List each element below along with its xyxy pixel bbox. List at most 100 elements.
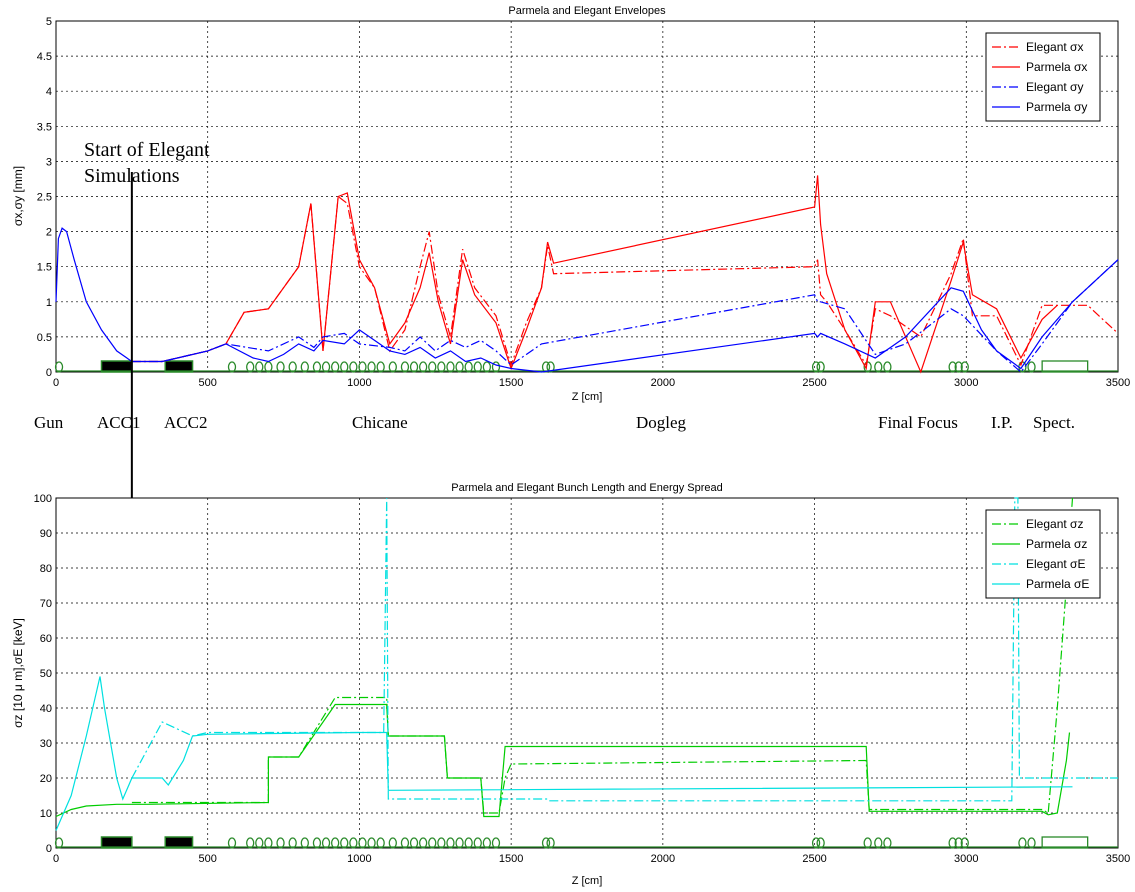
bunch-series xyxy=(55,497,1118,831)
envelope-x-tick-label: 3500 xyxy=(1106,377,1130,389)
bunch-quadrupole-marker xyxy=(883,837,892,849)
bunch-grid xyxy=(56,498,1118,848)
bunch-quadrupole-marker xyxy=(376,837,385,849)
envelope-y-tick-label: 0 xyxy=(46,367,52,379)
bunch-quadrupole-marker xyxy=(276,837,285,849)
envelope-x-tick-label: 1500 xyxy=(499,377,523,389)
bunch-quadrupole-marker xyxy=(464,837,473,849)
envelope-quadrupole-marker xyxy=(482,361,492,373)
bunch-series-2 xyxy=(131,497,1118,802)
envelope-x-tick-label: 3000 xyxy=(954,377,978,389)
bunch-quadrupole-marker xyxy=(349,837,358,849)
envelope-y-tick-label: 1 xyxy=(46,297,52,309)
bunch-quadrupole-marker xyxy=(409,837,419,849)
bunch-quadrupole-marker xyxy=(246,837,255,849)
bunch-y-tick-label: 0 xyxy=(46,843,52,855)
bunch-legend: Elegant σz Parmela σz Elegant σE Parmela σE xyxy=(985,509,1101,599)
envelope-y-tick-label: 4.5 xyxy=(37,51,52,63)
bunch-quadrupole-marker xyxy=(312,837,322,849)
bunch-spectrometer-block xyxy=(1041,836,1089,849)
section-labels: Gun ACC1 ACC2 Chicane Dogleg Final Focus… xyxy=(34,413,1075,432)
bunch-x-tick-label: 500 xyxy=(199,853,217,865)
envelope-quadrupole-marker xyxy=(874,361,883,373)
envelope-quadrupole-marker xyxy=(409,361,419,373)
bunch-quadrupole-marker xyxy=(811,837,821,849)
envelope-y-tick-label: 2 xyxy=(46,227,52,239)
section-label-acc2: ACC2 xyxy=(164,413,207,432)
bunch-legend-entry: Parmela σE xyxy=(1026,577,1089,591)
envelope-legend-entry: Elegant σy xyxy=(1026,80,1083,94)
bunch-y-tick-label: 60 xyxy=(40,633,52,645)
bunch-quadrupole-marker xyxy=(960,837,969,849)
bunch-quadrupole-marker xyxy=(482,837,492,849)
bunch-x-tick-label: 3500 xyxy=(1106,853,1130,865)
envelope-quadrupole-marker xyxy=(349,361,358,373)
envelope-quadrupole-marker xyxy=(437,361,446,373)
envelope-quadrupole-marker xyxy=(491,361,501,373)
bunch-quadrupole-marker xyxy=(491,837,501,849)
envelope-quadrupole-marker xyxy=(54,361,64,373)
section-label-gun: Gun xyxy=(34,413,64,432)
bunch-quadrupole-marker xyxy=(340,837,349,849)
envelope-quadrupole-marker xyxy=(1027,361,1036,373)
bunch-y-tick-label: 10 xyxy=(40,808,52,820)
bunch-quadrupole-marker xyxy=(546,837,555,849)
envelope-quadrupole-marker xyxy=(246,361,255,373)
bunch-y-axis-label: σz [10 μ m],σE [keV] xyxy=(11,618,25,728)
envelope-quadrupole-marker xyxy=(312,361,322,373)
envelope-legend: Elegant σx Parmela σx Elegant σy Parmela σy xyxy=(985,32,1101,122)
envelope-quadrupole-marker xyxy=(321,361,331,373)
bunch-y-tick-label: 100 xyxy=(34,493,52,505)
envelope-legend-entry: Parmela σy xyxy=(1026,100,1087,114)
bunch-accelerator-block xyxy=(164,836,194,849)
bunch-quadrupole-marker xyxy=(255,837,264,849)
bunch-legend-box xyxy=(985,509,1101,599)
bunch-quadrupole-marker xyxy=(816,837,825,849)
envelope-quadrupole-marker xyxy=(816,361,825,373)
envelope-x-tick-label: 1000 xyxy=(347,377,371,389)
envelope-quadrupole-marker xyxy=(455,361,464,373)
envelope-quadrupole-marker xyxy=(960,361,969,373)
envelope-quadrupole-marker xyxy=(300,361,309,373)
bunch-x-tick-label: 0 xyxy=(53,853,59,865)
envelope-quadrupole-marker xyxy=(227,361,237,373)
envelope-quadrupole-marker xyxy=(464,361,473,373)
envelope-accelerator-block xyxy=(100,360,133,373)
envelope-beamline-elements xyxy=(54,360,1118,373)
envelope-series xyxy=(55,175,1119,374)
bunch-x-axis-label: Z [cm] xyxy=(572,875,603,887)
envelope-x-axis-label: Z [cm] xyxy=(572,391,603,403)
bunch-ticks: 0 500 1000 1500 2000 2500 3000 3500 0 10 20 30 40 50 6… xyxy=(34,493,1131,865)
section-label-spect: Spect. xyxy=(1033,413,1075,432)
envelope-series-1 xyxy=(131,175,1058,374)
envelope-quadrupole-marker xyxy=(367,361,376,373)
bunch-quadrupole-marker xyxy=(473,837,482,849)
bunch-quadrupole-marker xyxy=(863,837,872,849)
start-annotation-line1: Start of Elegant xyxy=(84,139,210,161)
bunch-quadrupole-marker xyxy=(321,837,331,849)
envelope-quadrupole-marker xyxy=(388,361,397,373)
envelope-y-axis-label: σx,σy [mm] xyxy=(11,166,25,226)
bunch-quadrupole-marker xyxy=(954,837,963,849)
envelope-x-tick-label: 500 xyxy=(199,377,217,389)
envelope-quadrupole-marker xyxy=(276,361,285,373)
bunch-quadrupole-marker xyxy=(418,837,428,849)
bunch-length-chart: Parmela and Elegant Bunch Length and Ene… xyxy=(11,482,1130,887)
bunch-quadrupole-marker xyxy=(400,837,410,849)
bunch-quadrupole-marker xyxy=(455,837,464,849)
bunch-legend-entry: Elegant σE xyxy=(1026,557,1085,571)
bunch-quadrupole-marker xyxy=(331,837,340,849)
envelope-x-tick-label: 2000 xyxy=(651,377,675,389)
section-label-chicane: Chicane xyxy=(352,413,408,432)
section-label-final-focus: Final Focus xyxy=(878,413,958,432)
envelope-quadrupole-marker xyxy=(400,361,410,373)
envelope-grid xyxy=(56,21,1118,372)
envelope-x-tick-label: 2500 xyxy=(802,377,826,389)
section-label-ip: I.P. xyxy=(991,413,1013,432)
bunch-quadrupole-marker xyxy=(358,837,367,849)
bunch-x-tick-label: 3000 xyxy=(954,853,978,865)
envelope-legend-entry: Elegant σx xyxy=(1026,40,1083,54)
bunch-beamline-elements xyxy=(54,836,1118,849)
bunch-x-tick-label: 2000 xyxy=(651,853,675,865)
envelope-y-tick-label: 0.5 xyxy=(37,332,52,344)
